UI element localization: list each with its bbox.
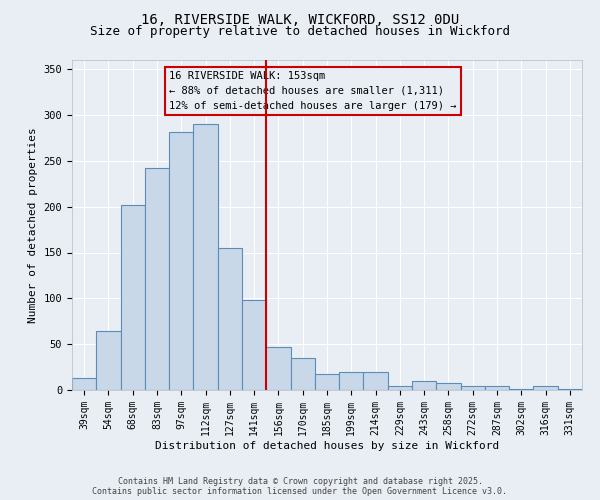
Bar: [72, 378, 96, 390]
Bar: [145, 168, 169, 390]
Bar: [485, 386, 509, 390]
X-axis label: Distribution of detached houses by size in Wickford: Distribution of detached houses by size …: [155, 440, 499, 450]
Bar: [266, 347, 290, 390]
Bar: [339, 372, 364, 390]
Bar: [412, 381, 436, 390]
Bar: [290, 358, 315, 390]
Bar: [315, 374, 339, 390]
Bar: [242, 300, 266, 390]
Bar: [436, 382, 461, 390]
Text: Contains HM Land Registry data © Crown copyright and database right 2025.
Contai: Contains HM Land Registry data © Crown c…: [92, 476, 508, 496]
Bar: [558, 389, 582, 390]
Text: 16 RIVERSIDE WALK: 153sqm
← 88% of detached houses are smaller (1,311)
12% of se: 16 RIVERSIDE WALK: 153sqm ← 88% of detac…: [169, 71, 457, 110]
Bar: [509, 389, 533, 390]
Bar: [533, 386, 558, 390]
Bar: [193, 124, 218, 390]
Bar: [218, 248, 242, 390]
Bar: [364, 372, 388, 390]
Bar: [461, 386, 485, 390]
Bar: [388, 386, 412, 390]
Y-axis label: Number of detached properties: Number of detached properties: [28, 127, 38, 323]
Text: Size of property relative to detached houses in Wickford: Size of property relative to detached ho…: [90, 25, 510, 38]
Text: 16, RIVERSIDE WALK, WICKFORD, SS12 0DU: 16, RIVERSIDE WALK, WICKFORD, SS12 0DU: [141, 12, 459, 26]
Bar: [169, 132, 193, 390]
Bar: [96, 332, 121, 390]
Bar: [121, 205, 145, 390]
